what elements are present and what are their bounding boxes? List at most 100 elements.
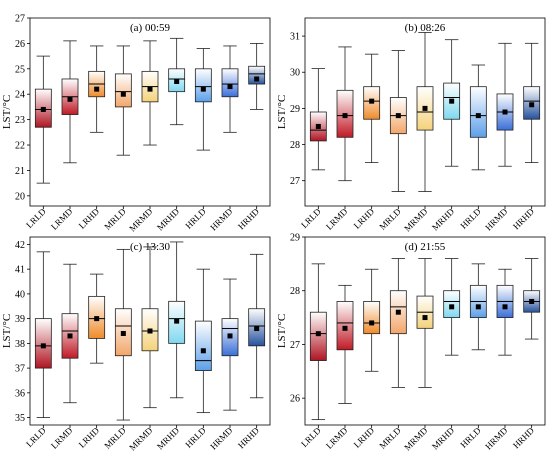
- x-tick-label-hrld: HRLD: [458, 206, 483, 231]
- y-tick-label: 41: [15, 265, 25, 276]
- mean-marker: [227, 333, 233, 339]
- mean-marker: [200, 348, 206, 354]
- mean-marker: [342, 113, 348, 119]
- x-tick-label-mrld: MRLD: [102, 206, 128, 232]
- x-tick-label-lrmd: LRMD: [324, 425, 350, 451]
- mean-marker: [40, 106, 46, 112]
- x-tick-label-lrmd: LRMD: [324, 206, 350, 232]
- mean-marker: [254, 76, 260, 82]
- y-axis-label: LST/°C: [1, 314, 13, 348]
- y-tick-label: 35: [15, 413, 25, 424]
- mean-marker: [502, 304, 508, 310]
- x-tick-label-lrld: LRLD: [24, 425, 48, 449]
- y-axis-label: LST/°C: [1, 95, 13, 129]
- box-lrld: [309, 311, 327, 361]
- mean-marker: [369, 320, 375, 326]
- x-tick-label-lrhd: LRHD: [352, 206, 377, 231]
- mean-marker: [67, 333, 73, 339]
- box-hrld: [469, 86, 487, 138]
- y-tick-label: 22: [15, 141, 25, 152]
- x-tick-label-hrmd: HRMD: [208, 206, 235, 233]
- x-tick-label-mrmd: MRMD: [127, 425, 155, 453]
- panel-title: (d) 21:55: [405, 241, 446, 253]
- mean-marker: [120, 91, 126, 97]
- x-tick-label-lrmd: LRMD: [49, 206, 75, 232]
- mean-marker: [395, 113, 401, 119]
- mean-marker: [254, 326, 260, 332]
- mean-marker: [67, 96, 73, 102]
- box-hrmd: [221, 68, 239, 98]
- y-tick-label: 42: [15, 240, 25, 251]
- mean-marker: [502, 109, 508, 115]
- mean-marker: [120, 330, 126, 336]
- x-tick-label-lrmd: LRMD: [49, 425, 75, 451]
- x-tick-label-hrhd: HRHD: [236, 425, 261, 450]
- mean-marker: [369, 98, 375, 104]
- y-tick-label: 24: [15, 90, 25, 101]
- panel-a: (a) 00:59 LST/°C 20 21 22 23 24 25 26 27 LRLD LRMD L…: [1, 14, 271, 234]
- mean-marker: [449, 98, 455, 104]
- mean-marker: [395, 309, 401, 315]
- x-tick-label-lrhd: LRHD: [77, 425, 102, 450]
- y-tick-label: 20: [15, 191, 25, 202]
- x-tick-label-hrhd: HRHD: [236, 206, 261, 231]
- x-tick-label-hrmd: HRMD: [208, 425, 235, 452]
- x-tick-label-lrld: LRLD: [299, 206, 323, 230]
- x-tick-label-mrmd: MRMD: [402, 425, 430, 453]
- x-tick-label-lrhd: LRHD: [77, 206, 102, 231]
- mean-marker: [529, 298, 535, 304]
- x-tick-label-mrhd: MRHD: [155, 425, 182, 452]
- y-tick-label: 36: [15, 388, 25, 399]
- x-tick-label-hrld: HRLD: [183, 206, 208, 231]
- mean-marker: [422, 105, 428, 111]
- y-tick-label: 27: [15, 14, 25, 25]
- y-tick-label: 39: [15, 314, 25, 325]
- y-tick-label: 25: [15, 64, 25, 75]
- mean-marker: [342, 325, 348, 331]
- mean-marker: [449, 304, 455, 310]
- y-tick-label: 26: [290, 394, 300, 405]
- y-tick-label: 31: [290, 32, 300, 43]
- x-tick-label-mrld: MRLD: [377, 206, 403, 232]
- x-tick-label-mrhd: MRHD: [430, 206, 457, 233]
- y-tick-label: 21: [15, 166, 25, 177]
- x-tick-label-hrld: HRLD: [458, 425, 483, 450]
- panel-title: (b) 08:26: [405, 22, 446, 34]
- box-hrld: [194, 320, 212, 371]
- x-tick-label-hrhd: HRHD: [511, 425, 536, 450]
- y-tick-label: 40: [15, 289, 25, 300]
- y-tick-label: 28: [290, 140, 300, 151]
- y-tick-label: 29: [290, 233, 300, 244]
- x-tick-label-lrld: LRLD: [299, 425, 323, 449]
- y-tick-label: 37: [15, 364, 25, 375]
- y-axis-label: LST/°C: [276, 314, 288, 348]
- x-tick-label-hrmd: HRMD: [483, 425, 510, 452]
- y-tick-label: 23: [15, 115, 25, 126]
- panel-title: (a) 00:59: [130, 22, 171, 34]
- y-tick-label: 27: [290, 176, 300, 187]
- y-tick-label: 30: [290, 68, 300, 79]
- mean-marker: [174, 79, 180, 85]
- y-tick-label: 28: [290, 286, 300, 297]
- box-mrhd: [443, 290, 461, 318]
- x-tick-label-mrld: MRLD: [102, 425, 128, 451]
- mean-marker: [475, 304, 481, 310]
- mean-marker: [227, 84, 233, 90]
- box-lrhd: [363, 301, 381, 335]
- mean-marker: [200, 86, 206, 92]
- mean-marker: [315, 331, 321, 337]
- box-hrhd: [248, 65, 266, 85]
- x-tick-label-mrmd: MRMD: [127, 206, 155, 234]
- mean-marker: [94, 86, 100, 92]
- box-hrld: [194, 68, 212, 103]
- mean-marker: [94, 316, 100, 322]
- y-tick-label: 38: [15, 339, 25, 350]
- mean-marker: [147, 328, 153, 334]
- x-tick-label-mrmd: MRMD: [402, 206, 430, 234]
- y-tick-label: 27: [290, 340, 300, 351]
- x-tick-label-mrhd: MRHD: [430, 425, 457, 452]
- y-tick-label: 26: [15, 39, 25, 50]
